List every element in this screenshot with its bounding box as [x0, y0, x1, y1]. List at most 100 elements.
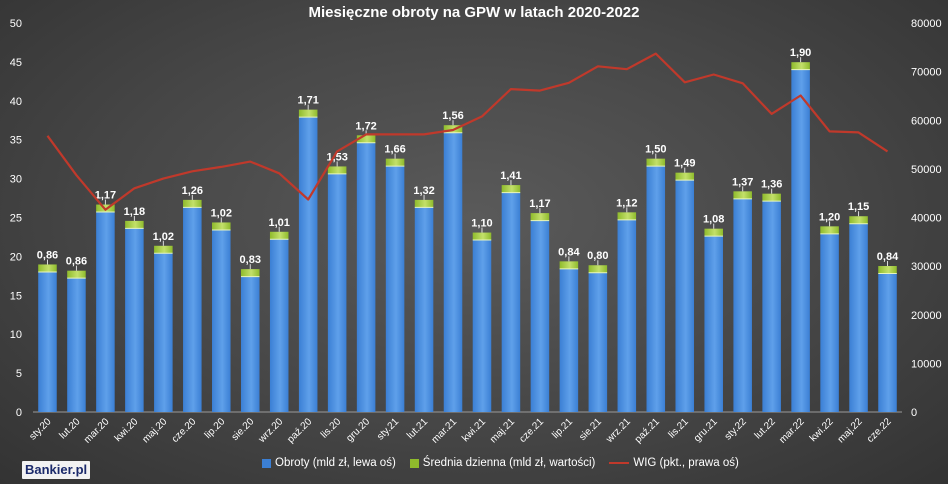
- x-tick-label: paź.21: [633, 416, 662, 445]
- bar-srednia: [327, 166, 347, 174]
- legend-swatch-wig: [609, 462, 630, 464]
- bar-srednia: [385, 158, 405, 167]
- x-tick-label: lut.21: [405, 416, 430, 441]
- data-label: 1,18: [124, 206, 145, 218]
- x-tick-label: mar.20: [82, 416, 112, 446]
- bar-srednia: [820, 226, 839, 234]
- bar-srednia: [212, 222, 231, 230]
- y-right-tick-label: 20000: [911, 310, 942, 322]
- x-tick-label: maj.22: [836, 416, 865, 445]
- y-left-tick-label: 25: [10, 213, 22, 225]
- data-label: 0,84: [558, 246, 580, 258]
- data-label: 1,72: [355, 120, 376, 132]
- y-right-tick-label: 60000: [911, 115, 942, 127]
- x-tick-label: kwi.20: [113, 416, 141, 444]
- data-label: 1,37: [732, 176, 753, 188]
- data-label: 1,36: [761, 179, 782, 191]
- data-label: 0,83: [240, 254, 261, 266]
- bar-obroty: [849, 223, 868, 412]
- bar-obroty: [617, 219, 637, 412]
- data-label: 1,08: [703, 214, 724, 226]
- bar-obroty: [125, 228, 144, 412]
- y-left-tick-label: 40: [10, 96, 22, 108]
- x-tick-label: gru.21: [692, 416, 720, 444]
- bar-srednia: [704, 228, 723, 237]
- x-tick-label: cze.22: [865, 416, 894, 445]
- bar-srednia: [154, 245, 173, 254]
- y-left-tick-label: 5: [16, 368, 22, 380]
- bar-srednia: [878, 266, 897, 274]
- bar-srednia: [617, 212, 637, 220]
- bar-srednia: [414, 199, 434, 208]
- y-right-tick-label: 50000: [911, 164, 942, 176]
- bar-obroty: [472, 240, 492, 412]
- x-tick-label: wrz.21: [604, 416, 634, 446]
- y-right-tick-label: 80000: [911, 18, 942, 30]
- bar-srednia: [240, 269, 260, 277]
- x-tick-label: kwi.21: [460, 416, 488, 444]
- bar-srednia: [501, 185, 521, 193]
- bar-srednia: [38, 264, 57, 272]
- bar-srednia: [125, 220, 144, 229]
- bar-srednia: [472, 232, 492, 241]
- x-tick-label: kwi.22: [808, 416, 836, 444]
- bar-obroty: [530, 220, 550, 412]
- legend-label-srednia: Średnia dzienna (mld zł, wartości): [422, 457, 596, 469]
- bar-obroty: [96, 212, 115, 412]
- bar-obroty: [38, 271, 57, 412]
- bar-obroty: [385, 166, 405, 412]
- x-tick-label: lis.20: [319, 416, 344, 441]
- data-label: 1,12: [616, 197, 637, 209]
- bar-obroty: [646, 166, 666, 412]
- bar-obroty: [791, 69, 810, 413]
- bar-obroty: [704, 236, 723, 412]
- x-tick-label: maj.20: [140, 416, 169, 445]
- x-tick-label: mar.22: [777, 416, 807, 446]
- y-left-tick-label: 50: [10, 18, 22, 30]
- x-tick-label: sty.20: [27, 416, 53, 442]
- bar-obroty: [878, 273, 897, 412]
- x-tick-label: sty.22: [723, 416, 749, 442]
- y-left-tick-label: 35: [10, 135, 22, 147]
- x-tick-label: wrz.20: [256, 416, 286, 446]
- y-right-tick-label: 10000: [911, 358, 942, 370]
- y-right-tick-label: 70000: [911, 67, 942, 79]
- y-right-tick-label: 30000: [911, 261, 942, 273]
- data-label: 1,17: [95, 190, 116, 202]
- bar-srednia: [849, 216, 868, 224]
- bar-obroty: [269, 239, 289, 412]
- bar-srednia: [675, 172, 695, 181]
- x-tick-label: cze.21: [517, 416, 546, 445]
- bar-obroty: [67, 278, 86, 412]
- bar-obroty: [212, 229, 231, 412]
- x-tick-label: sie.20: [230, 416, 257, 443]
- data-label: 0,84: [877, 251, 899, 263]
- data-label: 1,41: [500, 170, 521, 182]
- y-left-tick-label: 10: [10, 329, 22, 341]
- bar-srednia: [356, 135, 376, 143]
- y-left-tick-label: 20: [10, 251, 22, 263]
- bar-obroty: [183, 207, 202, 412]
- bar-srednia: [530, 213, 550, 221]
- bar-srednia: [183, 199, 202, 208]
- data-label: 1,50: [645, 144, 666, 156]
- bar-obroty: [762, 201, 781, 412]
- bar-obroty: [298, 117, 318, 412]
- x-tick-label: mar.21: [430, 416, 460, 446]
- data-label: 0,86: [37, 249, 58, 261]
- x-tick-label: cze.20: [170, 416, 199, 445]
- y-left-tick-label: 0: [16, 407, 22, 419]
- legend-swatch-obroty: [262, 458, 271, 468]
- y-left-tick-label: 15: [10, 290, 22, 302]
- legend-item-obroty: Obroty (mld zł, lewa oś): [262, 457, 396, 469]
- bar-obroty: [154, 253, 173, 412]
- bar-obroty: [675, 180, 695, 412]
- bar-srednia: [298, 109, 318, 118]
- legend-label-wig: WIG (pkt., prawa oś): [633, 457, 739, 469]
- data-label: 0,80: [587, 250, 608, 262]
- data-label: 0,86: [66, 256, 87, 268]
- bar-srednia: [646, 158, 666, 167]
- bar-obroty: [820, 233, 839, 412]
